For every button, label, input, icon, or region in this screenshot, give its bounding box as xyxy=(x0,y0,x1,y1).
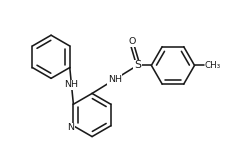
Text: O: O xyxy=(128,37,135,46)
Text: NH: NH xyxy=(64,80,78,89)
Text: NH: NH xyxy=(107,75,121,84)
Text: N: N xyxy=(67,123,74,132)
Text: S: S xyxy=(133,60,140,70)
Text: CH₃: CH₃ xyxy=(204,61,220,70)
